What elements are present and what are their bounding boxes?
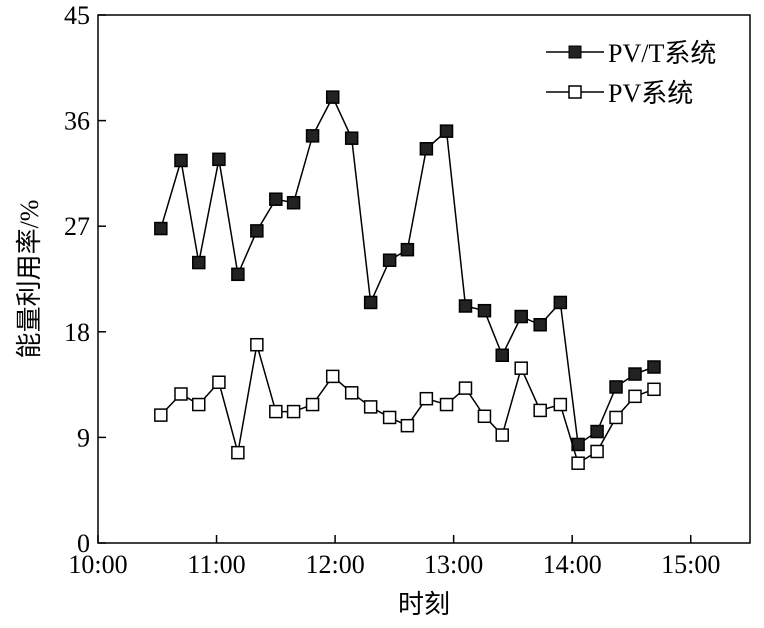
data-point-pvt xyxy=(553,295,568,310)
data-point-pv xyxy=(325,369,340,384)
x-tick-label: 14:00 xyxy=(543,550,602,579)
y-tick-label: 45 xyxy=(64,1,90,30)
x-axis-label: 时刻 xyxy=(398,590,450,619)
data-point-pvt xyxy=(400,242,415,257)
data-point-pv xyxy=(192,397,206,412)
x-tick-label: 11:00 xyxy=(187,550,245,579)
x-tick-label: 15:00 xyxy=(661,550,720,579)
y-tick-label: 0 xyxy=(77,529,90,558)
data-point-pvt xyxy=(514,309,528,324)
data-point-pvt xyxy=(609,380,623,394)
data-point-pv xyxy=(477,409,492,424)
data-point-pvt xyxy=(533,318,547,332)
data-point-pvt xyxy=(419,142,434,156)
data-point-pvt xyxy=(286,195,301,210)
data-point-pvt xyxy=(495,348,509,363)
data-point-pvt xyxy=(590,424,604,439)
data-point-pv xyxy=(571,456,585,470)
data-point-pv xyxy=(212,375,226,390)
data-point-pv xyxy=(495,428,509,442)
legend-label-pvt: PV/T系统 xyxy=(608,39,716,68)
data-point-pv xyxy=(250,337,264,352)
data-point-pvt xyxy=(382,253,397,267)
data-point-pvt xyxy=(477,303,492,318)
data-point-pv xyxy=(590,444,604,459)
legend-label-pv: PV系统 xyxy=(608,79,693,108)
data-point-pv xyxy=(305,397,320,412)
legend-marker-pv xyxy=(568,85,582,99)
data-point-pvt xyxy=(628,367,642,381)
data-point-pv xyxy=(344,386,359,400)
data-point-pvt xyxy=(269,192,283,206)
data-point-pvt xyxy=(305,129,320,143)
data-point-pvt xyxy=(174,153,188,168)
data-point-pvt xyxy=(212,152,226,167)
y-tick-label: 27 xyxy=(64,212,90,241)
data-point-pvt xyxy=(231,267,245,282)
data-point-pv xyxy=(174,387,188,401)
data-point-pvt xyxy=(458,299,473,313)
x-tick-label: 12:00 xyxy=(305,550,364,579)
data-point-pv xyxy=(628,389,642,404)
legend-marker-pvt xyxy=(568,45,582,59)
data-point-pv xyxy=(231,445,245,460)
data-point-pv xyxy=(286,404,301,419)
data-point-pv xyxy=(458,381,473,395)
data-point-pvt xyxy=(192,255,206,270)
data-point-pv xyxy=(647,382,661,397)
y-tick-label: 18 xyxy=(64,318,90,347)
data-point-pv xyxy=(439,397,454,412)
data-point-pvt xyxy=(250,224,264,238)
data-point-pv xyxy=(363,400,378,414)
plot-frame xyxy=(97,14,751,544)
data-point-pvt xyxy=(154,221,168,236)
y-tick-label: 9 xyxy=(77,423,90,452)
legend: PV/T系统 PV系统 xyxy=(546,39,716,108)
data-point-pvt xyxy=(647,360,661,374)
data-point-pv xyxy=(514,361,528,375)
data-point-pv xyxy=(154,408,168,422)
data-point-pv xyxy=(533,403,547,418)
data-point-pvt xyxy=(325,90,340,104)
x-tick-label: 13:00 xyxy=(424,550,483,579)
data-point-pv xyxy=(400,418,415,433)
data-point-pv xyxy=(269,404,283,419)
data-point-pvt xyxy=(344,131,359,145)
data-point-pvt xyxy=(439,124,454,138)
data-point-pv xyxy=(609,410,623,425)
data-point-pv xyxy=(553,397,568,412)
data-point-pvt xyxy=(363,295,378,310)
data-point-pv xyxy=(419,391,434,406)
x-tick-label: 10:00 xyxy=(68,550,127,579)
y-tick-label: 36 xyxy=(64,107,90,136)
y-axis-label: 能量利用率/% xyxy=(15,200,44,359)
data-point-pv xyxy=(382,410,397,425)
